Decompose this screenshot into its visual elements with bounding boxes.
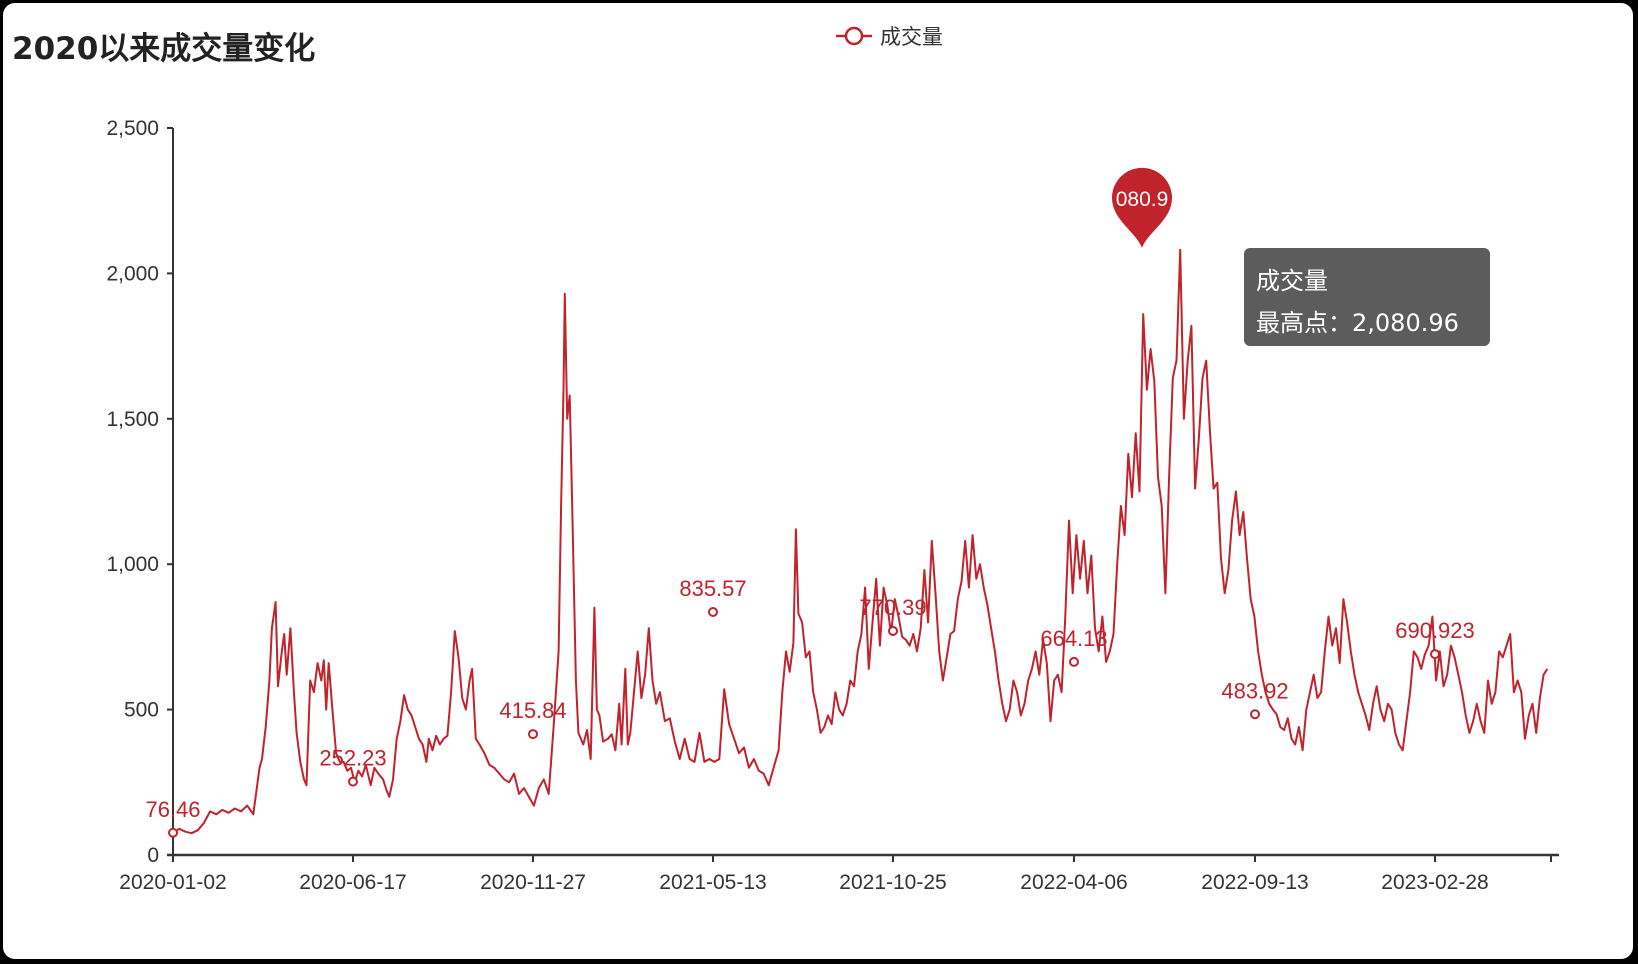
y-tick-label: 2,000 — [106, 262, 159, 285]
y-tick-label: 0 — [147, 844, 159, 867]
data-point-marker[interactable] — [168, 827, 178, 838]
circle-line-icon — [836, 26, 872, 46]
tooltip-series: 成交量 — [1256, 267, 1328, 295]
y-tick-label: 500 — [124, 699, 159, 722]
tooltip-separator: ： — [1328, 309, 1352, 337]
data-point-marker[interactable] — [1069, 656, 1079, 667]
data-point-label: 252.23 — [319, 746, 386, 771]
data-point-label: 415.84 — [499, 698, 566, 723]
data-point-marker[interactable] — [888, 625, 898, 636]
legend-label: 成交量 — [880, 25, 943, 49]
x-tick-label: 2020-01-02 — [119, 871, 226, 894]
data-point-marker[interactable] — [1250, 709, 1260, 720]
data-point-label: 835.57 — [679, 576, 746, 601]
data-point-label: 483.92 — [1221, 678, 1288, 703]
chart-card: 2020以来成交量变化 成交量 0 500 1,000 1,500 2,000 2,500… — [3, 3, 1633, 959]
data-point-label: 664.13 — [1040, 626, 1107, 651]
y-tick-label: 1,500 — [106, 408, 159, 431]
series-line[interactable] — [172, 248, 1549, 835]
tooltip-value: 2,080.96 — [1352, 309, 1459, 337]
y-tick-label: 1,000 — [106, 553, 159, 576]
data-point-marker[interactable] — [348, 776, 358, 787]
x-tick-label: 2021-05-13 — [659, 871, 766, 894]
x-tick-label: 2023-02-28 — [1381, 871, 1488, 894]
y-tick-label: 2,500 — [106, 117, 159, 140]
tooltip-value-row: 最高点：2,080.96 — [1256, 302, 1478, 344]
data-point-marker[interactable] — [528, 729, 538, 740]
x-tick-label: 2021-10-25 — [839, 871, 946, 894]
chart-title: 2020以来成交量变化 — [12, 31, 316, 67]
legend-item[interactable]: 成交量 — [836, 21, 943, 51]
data-point-label: 770.39 — [859, 595, 926, 620]
data-point-marker[interactable] — [1430, 649, 1440, 660]
line-chart[interactable]: 0 500 1,000 1,500 2,000 2,500 2020-01-02 2020-0… — [3, 3, 1633, 959]
x-tick-label: 2020-11-27 — [480, 871, 586, 894]
data-point-label: 690.923 — [1395, 618, 1475, 643]
tooltip-label: 最高点 — [1256, 309, 1328, 337]
data-point-label: 76.46 — [145, 797, 200, 822]
max-pin-label: 080.9 — [1116, 188, 1169, 211]
x-tick-label: 2020-06-17 — [299, 871, 406, 894]
x-tick-label: 2022-04-06 — [1020, 871, 1127, 894]
data-point-marker[interactable] — [708, 607, 718, 618]
tooltip: 成交量 最高点：2,080.96 — [1244, 248, 1490, 346]
max-pin-icon[interactable] — [1112, 167, 1172, 248]
x-tick-label: 2022-09-13 — [1201, 871, 1308, 894]
